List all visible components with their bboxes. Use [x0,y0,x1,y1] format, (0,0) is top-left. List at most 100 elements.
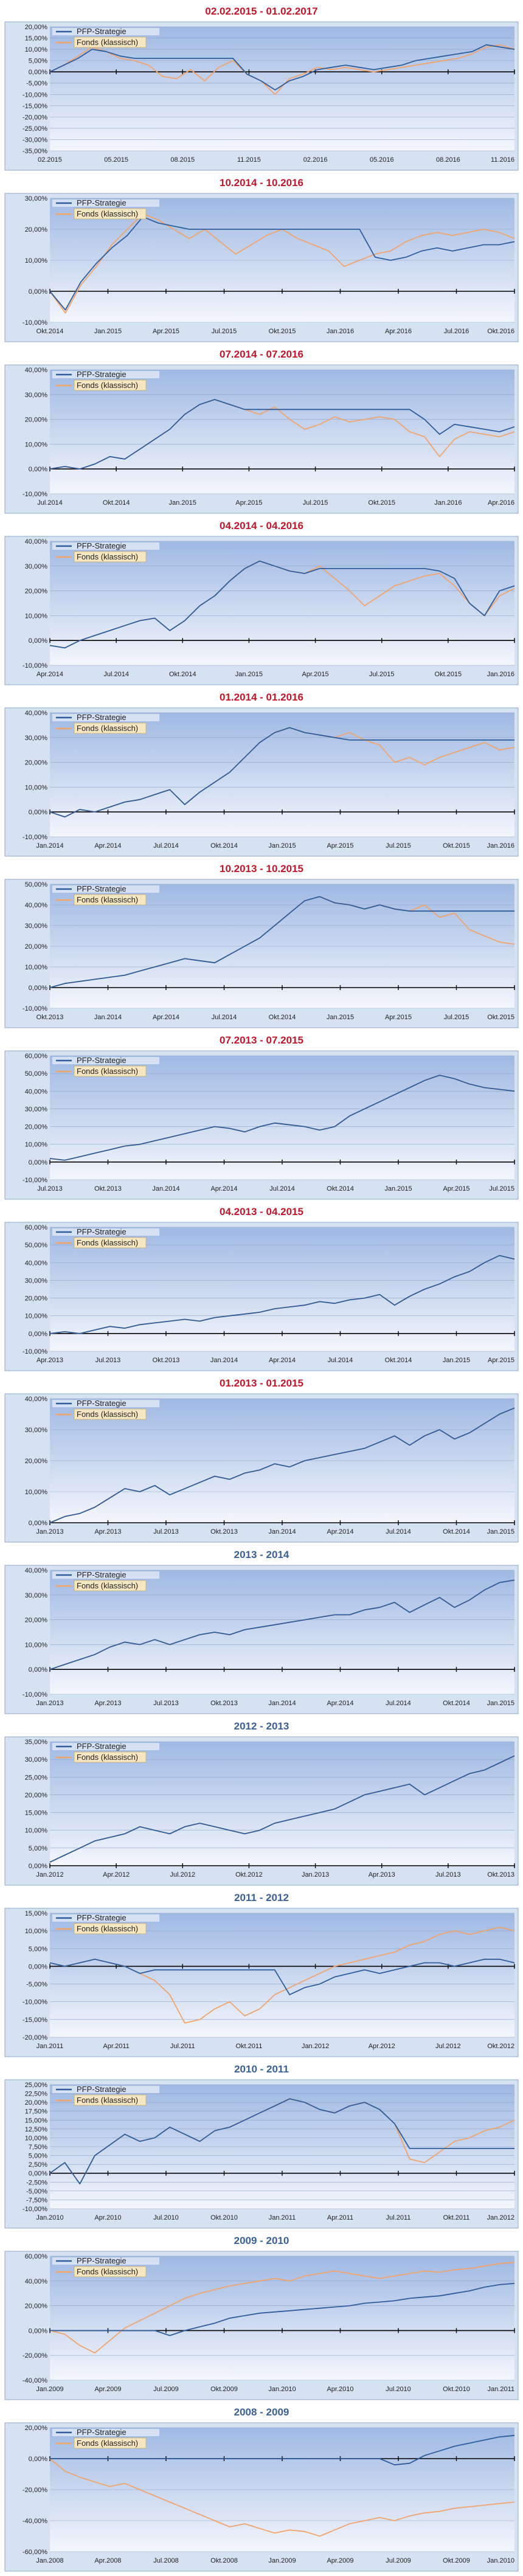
x-tick-label: Jul.2011 [386,2214,411,2221]
legend-label-box [74,722,147,734]
chart-svg: 50,00% 40,00% 30,00% 20,00% 10,00% 0,00% -10,0… [4,879,519,1028]
chart-title: 2013 - 2014 [234,1549,289,1560]
x-tick-label: Okt.2013 [36,1014,64,1021]
chart-title: 02.02.2015 - 01.02.2017 [205,5,318,17]
y-tick-label: 15,00% [25,1810,48,1817]
chart-svg: 35,00% 30,00% 25,00% 20,00% 15,00% 10,00% 5,00… [4,1736,519,1886]
y-tick-label: 20,00% [25,2099,48,2107]
y-tick-label: -40,00% [23,2518,47,2525]
y-tick-label: -40,00% [23,2377,47,2384]
legend-bg [52,1571,159,1579]
x-tick-label: Jan.2016 [487,842,514,850]
legend-label: Fonds (klassisch) [77,38,138,47]
x-tick-label: Jan.2015 [235,671,263,678]
y-tick-label: 10,00% [25,441,48,448]
chart-svg: 30,00% 20,00% 10,00% 0,00% -10,00%Okt.2014 Ja… [4,193,519,342]
y-tick-label: 0,00% [29,2327,47,2335]
legend-label: PFP-Strategie [77,1570,126,1579]
y-tick-label: -15,00% [23,103,47,110]
x-tick-label: Jul.2015 [386,842,411,850]
legend: PFP-Strategie Fonds (klassisch) [52,713,159,734]
x-tick-label: Jan.2015 [487,1700,514,1707]
chart-panel-4: 04.2014 - 04.2016 40,00% 30,00% 20,00% 10,00… [0,518,523,690]
y-tick-label: 20,00% [25,1458,48,1465]
x-tick-label: Apr.2013 [94,1528,121,1536]
x-tick-label: Jan.2011 [269,2214,296,2221]
y-tick-label: 20,00% [25,1295,48,1303]
x-tick-label: Jan.2012 [487,2214,514,2221]
legend-label: Fonds (klassisch) [77,1067,138,1076]
y-tick-label: -5,00% [26,1981,47,1989]
y-tick-label: 10,00% [25,257,48,265]
y-tick-label: -60,00% [23,2549,47,2556]
x-tick-label: Jan.2008 [36,2557,63,2564]
chart-panel-10: 2013 - 2014 40,00% 30,00% 20,00% 10,00% 0,00%… [0,1547,523,1719]
x-tick-label: 02.2015 [38,156,62,164]
chart-panel-15: 2008 - 2009 20,00% 0,00% -20,00% -40,00% -60,… [0,2405,523,2576]
x-tick-label: Jul.2014 [103,671,129,678]
legend-label: Fonds (klassisch) [77,552,138,561]
x-tick-label: Apr.2014 [36,671,63,678]
x-tick-label: Apr.2015 [488,1357,514,1364]
x-tick-label: Jan.2014 [152,1185,179,1193]
x-tick-label: Apr.2010 [94,2214,121,2221]
x-tick-label: Jan.2014 [268,1528,296,1536]
y-tick-label: 30,00% [25,1277,48,1284]
y-tick-label: 15,00% [25,1910,48,1917]
legend-label: PFP-Strategie [77,1742,126,1751]
x-tick-label: Jul.2011 [170,2043,195,2050]
y-tick-label: 0,00% [29,288,47,296]
series-line-pfp-strategie [49,896,514,988]
x-tick-label: Apr.2013 [369,1871,395,1878]
legend-bg [52,2086,159,2093]
chart-panel-1: 02.02.2015 - 01.02.2017 20,00% 15,00% 10,00… [0,4,523,175]
chart-svg: 40,00% 30,00% 20,00% 10,00% 0,00% -10,00% Jan.… [4,1565,519,1714]
x-tick-label: Jan.2013 [36,1528,63,1536]
x-tick-label: Okt.2015 [269,328,296,335]
y-tick-label: 0,00% [29,1159,47,1166]
y-tick-label: 30,00% [25,392,48,399]
x-tick-label: Okt.2010 [443,2386,470,2393]
y-tick-label: 20,00% [25,1124,48,1131]
x-tick-label: Apr.2009 [94,2386,121,2393]
y-tick-label: 30,00% [25,195,48,203]
x-tick-label: Apr.2012 [369,2043,395,2050]
x-tick-label: Jan.2013 [302,1871,329,1878]
legend-label-box [74,2266,147,2277]
y-tick-label: 0,00% [29,637,47,645]
y-tick-label: 20,00% [25,24,48,31]
y-tick-label: 5,00% [29,1945,47,1953]
x-tick-label: Apr.2010 [327,2386,353,2393]
chart-svg: 60,00% 50,00% 40,00% 30,00% 20,00% 10,00% 0,00… [4,1222,519,1371]
chart-panel-3: 07.2014 - 07.2016 40,00% 30,00% 20,00% 10,00… [0,347,523,518]
chart-panel-8: 04.2013 - 04.2015 60,00% 50,00% 40,00% 30,00… [0,1204,523,1376]
legend-label-box [74,36,147,48]
x-tick-label: Apr.2014 [210,1185,237,1193]
chart-svg: 20,00% 15,00% 10,00% 5,00% 0,00% -5,00% -10,00… [4,21,519,171]
legend-bg [52,885,159,893]
y-tick-label: -25,00% [23,125,47,133]
x-tick-label: Okt.2012 [235,1871,263,1878]
chart-title: 2009 - 2010 [234,2235,289,2246]
series-line-pfp-strategie [49,216,515,311]
legend-label-box [74,2094,147,2106]
x-tick-label: Apr.2015 [235,499,262,507]
x-tick-label: Apr.2011 [327,2214,353,2221]
y-tick-label: 30,00% [25,563,48,570]
x-tick-label: Okt.2016 [487,328,514,335]
legend-label-box [74,1237,147,1248]
x-tick-label: Okt.2011 [443,2214,470,2221]
chart-svg: 20,00% 0,00% -20,00% -40,00% -60,00%Jan.2008… [4,2422,519,2572]
x-tick-label: 05.2016 [370,156,394,164]
x-tick-label: Jul.2014 [386,1700,411,1707]
chart-panel-9: 01.2013 - 01.2015 40,00% 30,00% 20,00% 10,00… [0,1376,523,1547]
y-tick-label: 50,00% [25,881,48,888]
y-tick-label: 10,00% [25,46,48,54]
legend-label: Fonds (klassisch) [77,1581,138,1590]
chart-title: 2011 - 2012 [234,1892,289,1903]
x-tick-label: Okt.2014 [443,1528,470,1536]
y-tick-label: 30,00% [25,1592,48,1599]
chart-title: 10.2014 - 10.2016 [219,177,303,189]
x-tick-label: Okt.2014 [169,671,196,678]
y-tick-label: 30,00% [25,1427,48,1434]
